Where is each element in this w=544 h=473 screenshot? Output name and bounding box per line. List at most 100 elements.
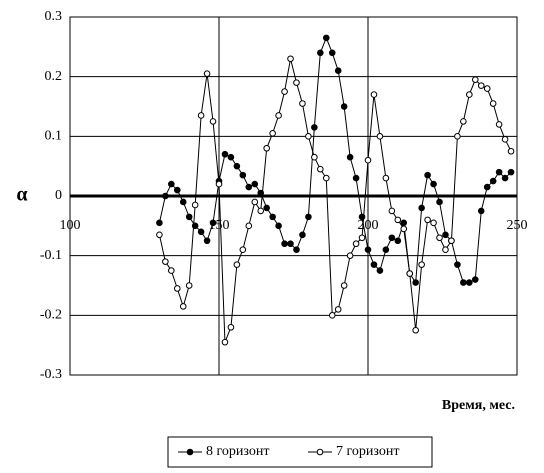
x-tick-label: 200 xyxy=(358,218,379,233)
data-point xyxy=(179,303,187,310)
data-point xyxy=(251,180,259,188)
y-tick-label: -0.2 xyxy=(40,308,62,323)
data-point xyxy=(185,282,193,289)
data-point xyxy=(311,153,318,161)
data-point xyxy=(197,112,205,119)
data-point xyxy=(156,231,163,239)
data-point xyxy=(221,338,229,346)
data-point xyxy=(471,76,479,83)
data-point xyxy=(334,306,342,313)
data-point xyxy=(215,180,223,188)
data-point xyxy=(424,171,431,179)
y-tick-label: 0.2 xyxy=(45,69,63,84)
data-point xyxy=(334,67,342,74)
data-point xyxy=(275,112,282,119)
data-point xyxy=(257,207,265,215)
data-point xyxy=(281,240,288,248)
data-point xyxy=(299,231,306,239)
data-point xyxy=(162,192,169,200)
data-point xyxy=(239,246,247,253)
data-point xyxy=(173,285,181,292)
data-point xyxy=(305,213,312,221)
data-point xyxy=(227,323,235,331)
data-point xyxy=(495,168,503,176)
data-point xyxy=(394,237,402,245)
data-point xyxy=(370,91,378,98)
data-point xyxy=(388,234,396,242)
data-point xyxy=(412,279,419,286)
data-point xyxy=(483,183,491,191)
data-point xyxy=(269,130,276,137)
data-point xyxy=(239,171,247,179)
x-tick-label: 100 xyxy=(60,218,81,233)
data-point xyxy=(203,237,211,245)
data-point xyxy=(346,153,354,161)
data-point xyxy=(245,222,253,230)
data-point xyxy=(430,180,437,188)
data-point xyxy=(454,261,461,268)
data-point xyxy=(322,34,330,42)
legend-label: 8 горизонт xyxy=(206,444,269,459)
data-point xyxy=(352,174,360,182)
data-point xyxy=(358,234,366,242)
data-point xyxy=(412,326,419,334)
data-point xyxy=(442,246,449,253)
data-point xyxy=(162,258,169,265)
y-tick-label: 0.1 xyxy=(45,129,63,144)
data-point xyxy=(460,279,467,286)
data-point xyxy=(263,144,270,152)
data-point xyxy=(364,246,372,253)
y-tick-label: -0.1 xyxy=(40,248,62,263)
data-point xyxy=(501,174,509,182)
data-point xyxy=(418,204,425,212)
data-point xyxy=(299,100,306,107)
legend-box xyxy=(167,436,433,468)
data-point xyxy=(376,267,384,274)
data-point xyxy=(245,183,253,191)
data-point xyxy=(466,91,473,98)
data-point xyxy=(203,70,211,77)
data-point xyxy=(293,79,300,86)
data-point xyxy=(400,219,408,227)
data-point xyxy=(251,198,259,206)
data-point xyxy=(168,180,175,188)
data-point xyxy=(168,267,175,274)
data-point xyxy=(394,216,402,224)
data-point xyxy=(322,174,330,182)
x-axis-label: Время, мес. xyxy=(442,398,515,413)
data-point xyxy=(430,219,437,227)
data-point xyxy=(471,276,479,283)
data-point xyxy=(436,234,443,242)
data-point xyxy=(495,121,503,128)
data-point xyxy=(400,225,408,233)
data-point xyxy=(185,213,193,221)
data-point xyxy=(382,246,390,253)
data-point xyxy=(352,240,360,248)
x-tick-label: 250 xyxy=(507,218,528,233)
data-point xyxy=(328,312,336,319)
data-point xyxy=(328,49,336,57)
data-point xyxy=(489,177,497,185)
data-point xyxy=(317,165,324,173)
data-point xyxy=(156,219,163,227)
data-point xyxy=(507,168,515,176)
data-point xyxy=(501,136,509,143)
data-point xyxy=(507,147,515,155)
y-tick-label: 0.3 xyxy=(45,9,63,24)
data-point xyxy=(466,279,473,286)
data-point xyxy=(340,103,348,110)
data-point xyxy=(448,237,455,245)
data-point xyxy=(477,207,485,215)
legend-label: 7 горизонт xyxy=(336,444,399,459)
legend-marker xyxy=(316,448,324,456)
y-axis-label: α xyxy=(16,184,27,206)
data-point xyxy=(287,240,294,248)
data-point xyxy=(388,207,396,215)
data-point xyxy=(179,198,187,206)
data-point xyxy=(197,228,205,236)
data-point xyxy=(340,282,348,289)
data-point xyxy=(311,124,318,131)
data-point xyxy=(233,261,241,268)
data-point xyxy=(376,133,384,140)
